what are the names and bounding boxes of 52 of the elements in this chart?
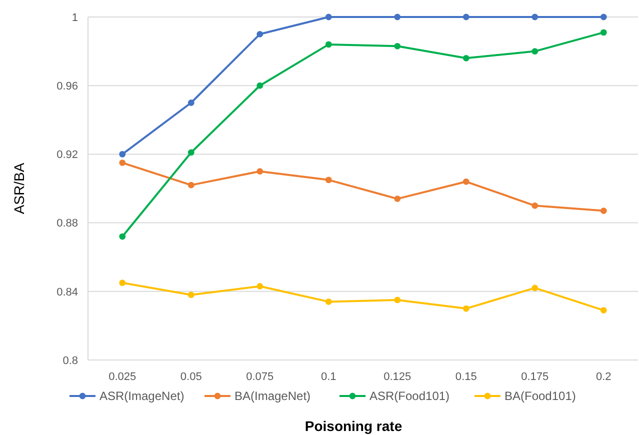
legend-label: BA(Food101) [504, 389, 576, 404]
x-tick-label: 0.05 [180, 371, 202, 383]
point [325, 298, 332, 305]
x-tick-label: 0.1 [320, 371, 336, 383]
point [532, 284, 538, 292]
point [119, 151, 126, 158]
point [188, 100, 194, 106]
x-tick-label: 0.025 [108, 371, 136, 383]
y-tick-label: 0.96 [56, 80, 78, 92]
point [532, 202, 538, 209]
x-tick-label: 0.125 [384, 371, 412, 383]
point [394, 14, 401, 20]
point [600, 14, 607, 20]
point [532, 14, 538, 20]
point [394, 196, 401, 202]
point [462, 305, 470, 312]
point [256, 82, 264, 89]
legend-label: ASR(Food101) [370, 389, 450, 404]
point [325, 41, 332, 48]
legend-label: BA(ImageNet) [234, 389, 311, 404]
y-axis-title: ASR/BA [11, 162, 27, 214]
point [325, 176, 332, 184]
point [394, 42, 401, 50]
x-tick-label: 0.075 [246, 371, 274, 383]
point [394, 296, 401, 304]
point [325, 14, 332, 20]
y-tick-label: 0.88 [56, 218, 78, 230]
point [119, 160, 126, 166]
y-tick-label: 0.8 [62, 354, 78, 367]
y-tick-label: 0.84 [56, 286, 78, 298]
point [600, 208, 607, 214]
point [188, 182, 194, 188]
point [188, 149, 194, 156]
point [256, 30, 264, 38]
point [256, 168, 264, 175]
point [119, 233, 126, 240]
point [600, 29, 607, 36]
legend-label: ASR(ImageNet) [100, 389, 184, 404]
x-axis-title: Poisoning rate [304, 418, 402, 434]
x-tick-label: 0.2 [596, 371, 612, 383]
point [119, 280, 126, 286]
y-tick-label: 0.92 [56, 149, 78, 162]
point [256, 283, 264, 290]
point [188, 292, 194, 298]
point [532, 48, 538, 54]
point [462, 14, 470, 20]
x-tick-label: 0.15 [455, 371, 477, 383]
point [462, 54, 470, 62]
x-tick-label: 0.175 [521, 371, 549, 383]
y-tick-label: 1 [72, 12, 78, 24]
point [462, 178, 470, 185]
point [600, 307, 607, 314]
